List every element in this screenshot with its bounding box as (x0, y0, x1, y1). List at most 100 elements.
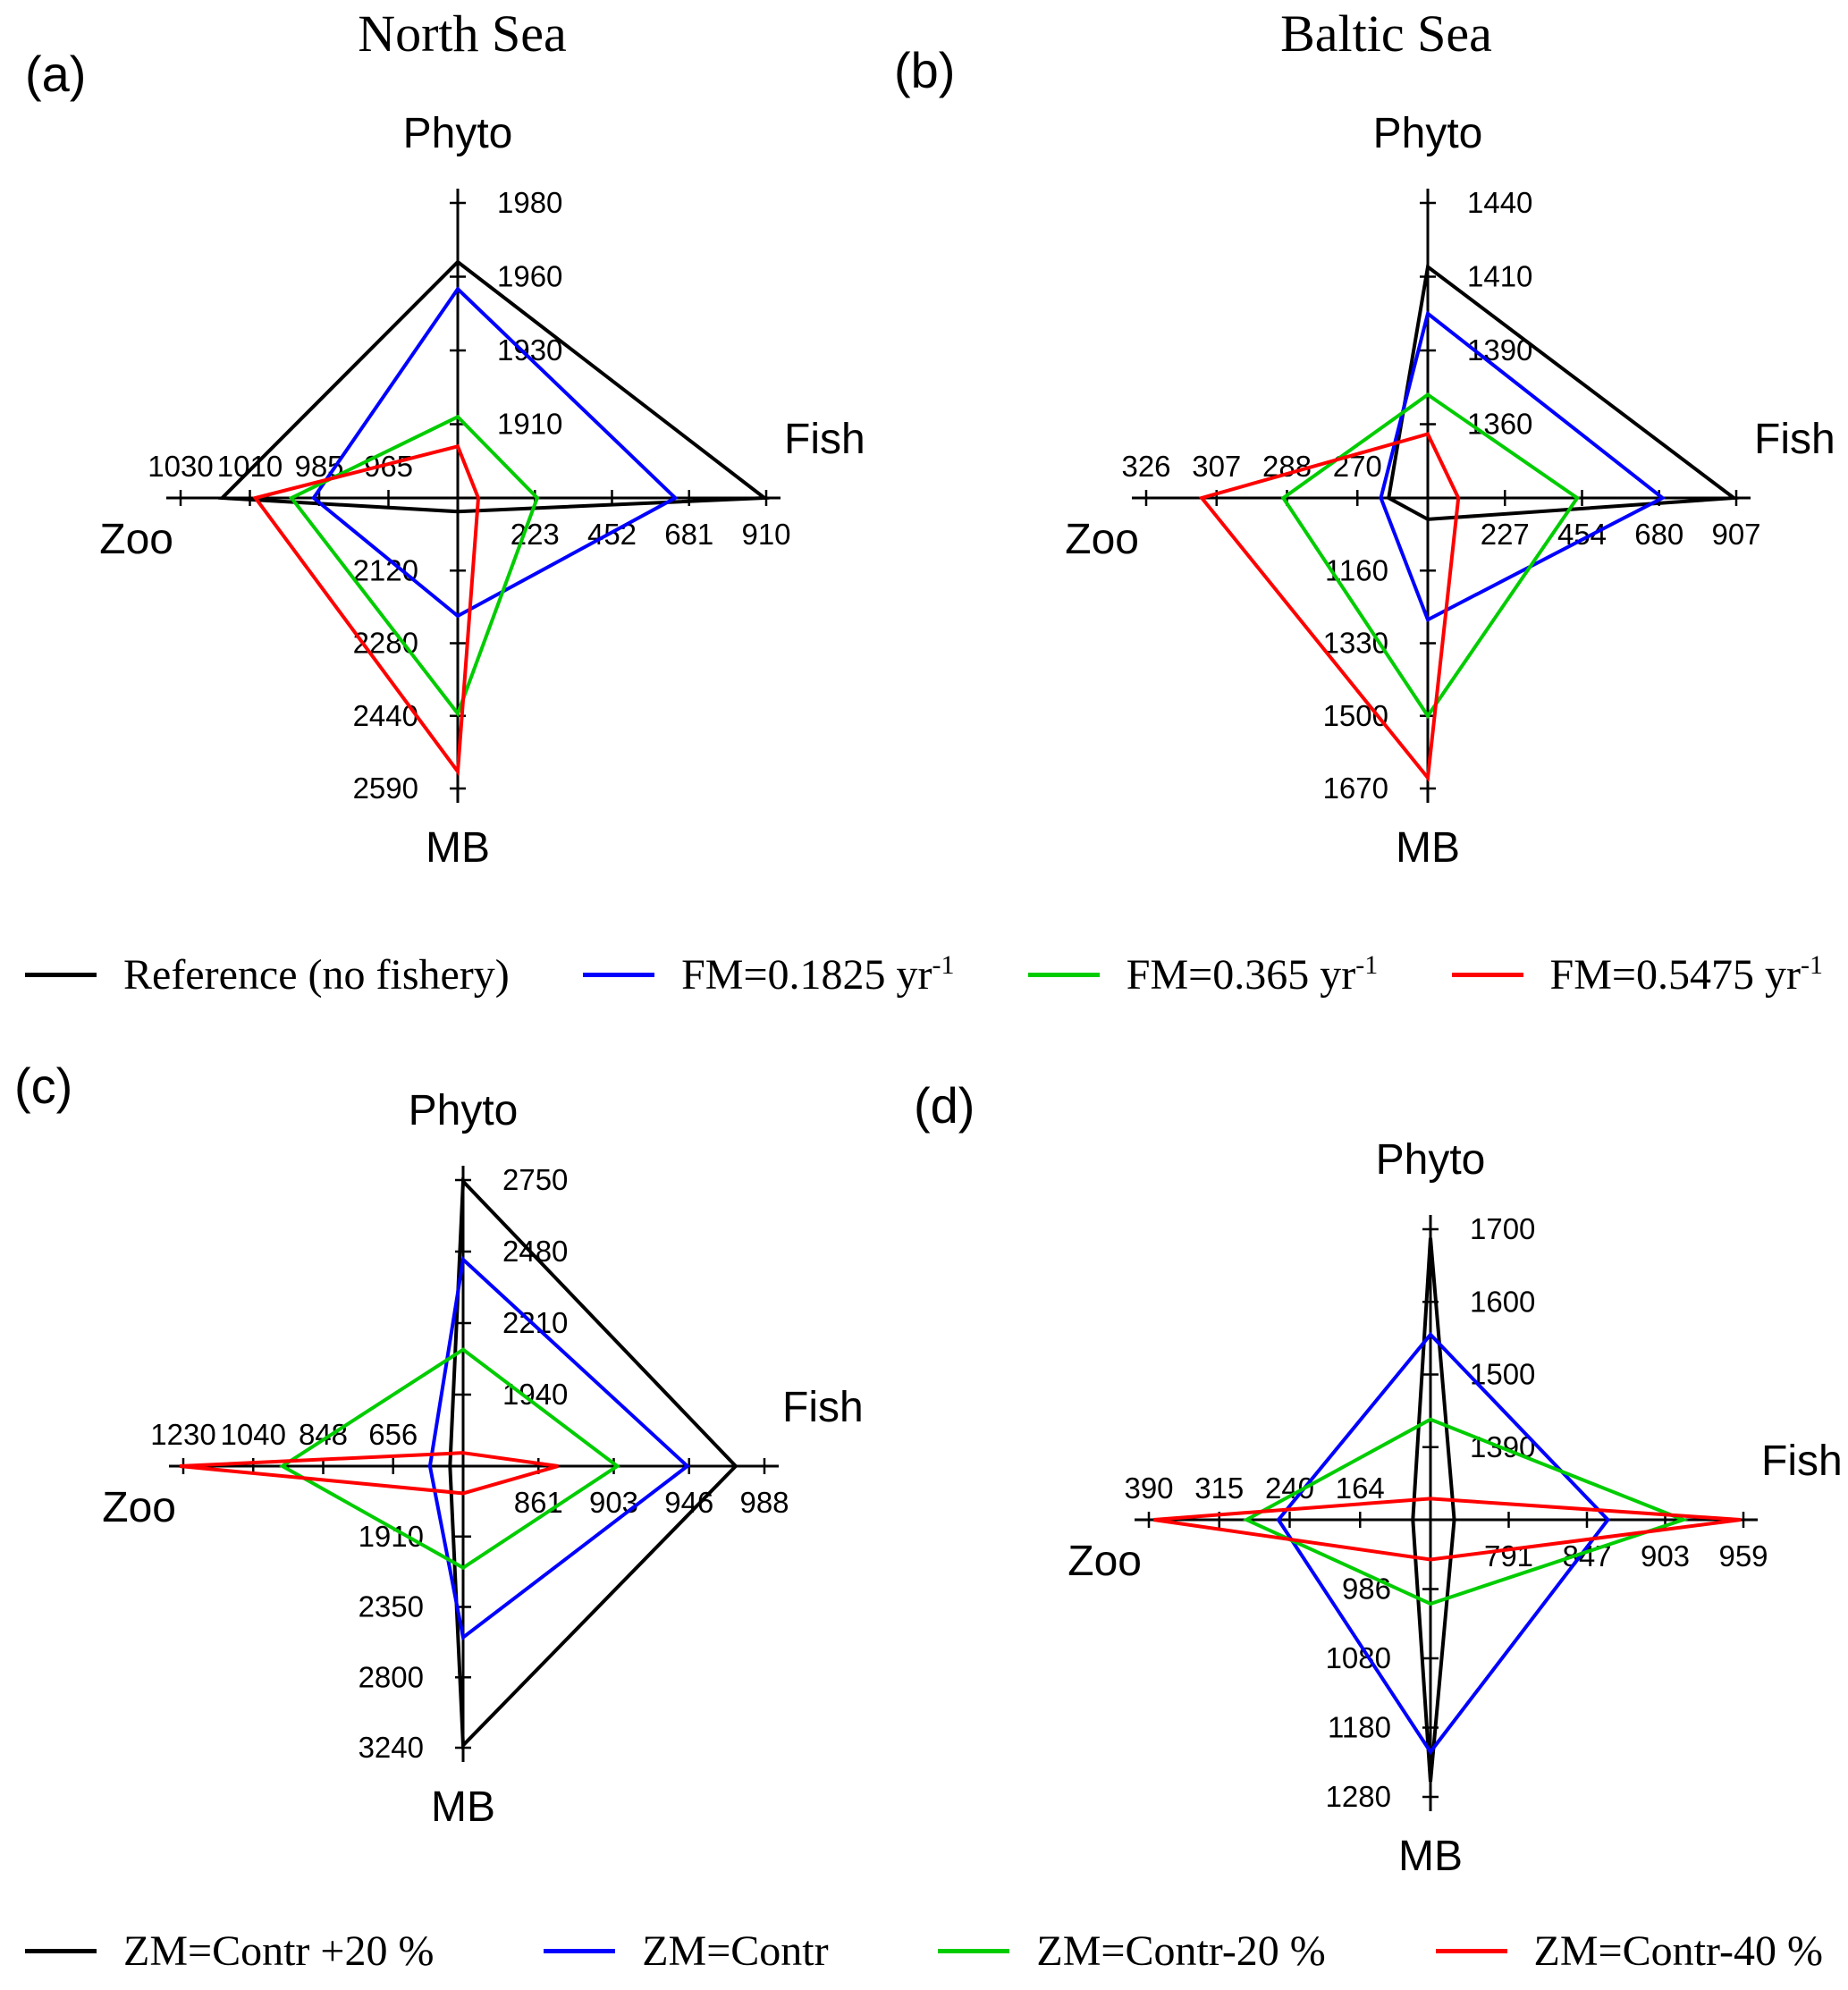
panel-label-b: (b) (894, 42, 956, 98)
tick-label: 680 (1634, 518, 1683, 551)
axis-label-mb: MB (1398, 1833, 1463, 1880)
tick-label: 1230 (150, 1418, 215, 1451)
legend-label: FM=0.1825 yr-1 (681, 949, 955, 999)
legend-zoo-mortality: ZM=Contr +20 % ZM=Contr ZM=Contr-20 % ZM… (0, 1915, 1848, 1986)
axis-label-zoo: Zoo (99, 516, 173, 563)
series-polygon (1387, 263, 1739, 521)
legend-item-zm-minus40: ZM=Contr-40 % (1435, 1927, 1823, 1976)
legend-line-black (25, 972, 97, 977)
tick-label: 326 (1121, 450, 1170, 483)
tick-label: 2800 (359, 1660, 424, 1693)
tick-label: 791 (1484, 1539, 1533, 1573)
legend-item-fm-mid: FM=0.365 yr-1 (1027, 949, 1379, 999)
tick-label: 1010 (217, 450, 283, 483)
panel-label-c: (c) (14, 1058, 73, 1114)
tick-label: 1910 (497, 408, 562, 441)
series-polygon (311, 286, 679, 619)
legend-item-zm-contr: ZM=Contr (544, 1927, 829, 1976)
legend-line-blue (583, 972, 655, 977)
legend-label: ZM=Contr-40 % (1533, 1927, 1823, 1975)
legend-item-zm-plus20: ZM=Contr +20 % (25, 1927, 434, 1976)
axis-label-phyto: Phyto (1373, 110, 1483, 157)
axis-label-mb: MB (426, 824, 490, 872)
axis-label-zoo: Zoo (102, 1484, 176, 1531)
series-polygon (252, 443, 481, 777)
axis-label-fish: Fish (1754, 416, 1835, 463)
tick-label: 2590 (353, 772, 418, 805)
legend-line-black (25, 1948, 97, 1953)
series-polygon (1280, 392, 1580, 720)
axis-label-phyto: Phyto (403, 110, 513, 157)
series-polygon (217, 259, 770, 514)
series-polygon (1379, 310, 1667, 623)
tick-label: 1160 (1325, 553, 1388, 586)
axis-label-zoo: Zoo (1067, 1538, 1142, 1585)
series-polygon (1411, 1237, 1456, 1783)
tick-label: 656 (368, 1418, 418, 1451)
tick-label: 1030 (148, 450, 213, 483)
legend-line-green (938, 1948, 1010, 1953)
column-title-north-sea: North Sea (358, 4, 567, 63)
tick-label: 1440 (1467, 186, 1532, 219)
tick-label: 907 (1711, 518, 1760, 551)
tick-label: 1080 (1326, 1641, 1391, 1674)
tick-label: 988 (739, 1486, 789, 1519)
legend-line-red (1435, 1948, 1507, 1953)
tick-label: 1280 (1326, 1780, 1391, 1813)
tick-label: 959 (1718, 1539, 1768, 1573)
axis-label-fish: Fish (782, 1384, 864, 1431)
tick-label: 1980 (497, 186, 562, 219)
axis-label-mb: MB (431, 1783, 495, 1831)
legend-item-reference: Reference (no fishery) (25, 950, 510, 999)
panel-label-d: (d) (914, 1077, 975, 1134)
tick-label: 965 (364, 450, 413, 483)
tick-label: 1360 (1467, 408, 1532, 441)
tick-label: 903 (589, 1486, 638, 1519)
legend-fishing-mortality: Reference (no fishery) FM=0.1825 yr-1 FM… (0, 939, 1848, 1010)
series-polygon (288, 414, 540, 718)
axis-label-phyto: Phyto (1376, 1136, 1486, 1184)
tick-label: 2480 (502, 1235, 568, 1268)
axis-label-fish: Fish (784, 416, 865, 463)
tick-label: 164 (1336, 1471, 1385, 1505)
series-polygon (1198, 432, 1461, 783)
tick-label: 1910 (359, 1520, 424, 1553)
axis-label-zoo: Zoo (1065, 516, 1139, 563)
legend-label: FM=0.365 yr-1 (1126, 949, 1379, 999)
legend-item-fm-low: FM=0.1825 yr-1 (583, 949, 955, 999)
legend-label: ZM=Contr-20 % (1036, 1927, 1326, 1975)
legend-label: Reference (no fishery) (123, 950, 510, 999)
tick-label: 307 (1192, 450, 1241, 483)
series-polygon (179, 1451, 559, 1496)
tick-label: 1180 (1328, 1711, 1391, 1744)
tick-label: 3240 (359, 1731, 424, 1764)
tick-label: 1410 (1467, 260, 1532, 293)
series-polygon (1242, 1417, 1689, 1606)
tick-label: 861 (514, 1486, 563, 1519)
tick-label: 454 (1557, 518, 1607, 551)
tick-label: 2350 (359, 1590, 424, 1623)
tick-label: 1600 (1470, 1285, 1535, 1318)
tick-label: 903 (1641, 1539, 1690, 1573)
axis-label-fish: Fish (1761, 1438, 1843, 1485)
legend-label: ZM=Contr +20 % (123, 1927, 435, 1975)
legend-line-green (1027, 972, 1100, 977)
legend-item-fm-high: FM=0.5475 yr-1 (1451, 949, 1823, 999)
series-polygon (1152, 1497, 1742, 1562)
axis-label-mb: MB (1396, 824, 1460, 872)
tick-label: 315 (1194, 1471, 1244, 1505)
tick-label: 1670 (1323, 772, 1388, 805)
tick-label: 223 (511, 518, 560, 551)
series-polygon (427, 1255, 690, 1641)
tick-label: 848 (299, 1418, 348, 1451)
tick-label: 2210 (502, 1306, 568, 1339)
legend-label: FM=0.5475 yr-1 (1549, 949, 1823, 999)
series-polygon (448, 1176, 738, 1750)
axis-label-phyto: Phyto (409, 1087, 519, 1134)
tick-label: 390 (1124, 1471, 1173, 1505)
tick-label: 1040 (221, 1418, 286, 1451)
legend-line-red (1451, 972, 1523, 977)
